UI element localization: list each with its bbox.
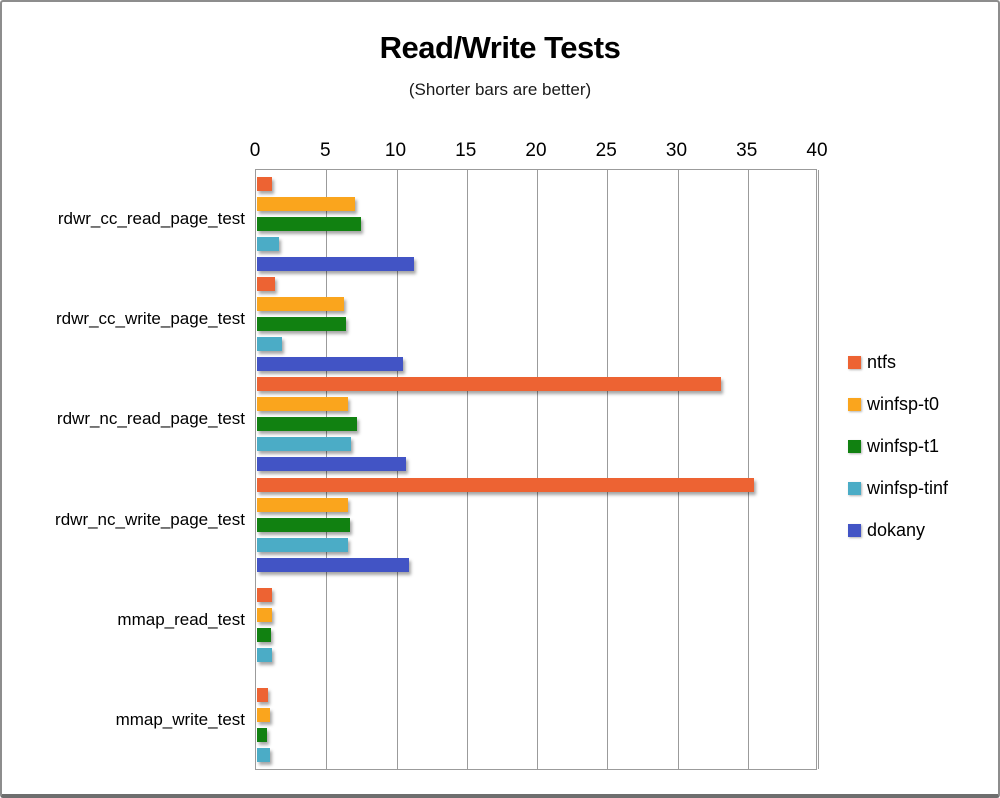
bar-winfsp-t0 — [257, 297, 344, 311]
category-label: rdwr_nc_write_page_test — [55, 509, 245, 529]
gridline — [607, 170, 608, 769]
bar-ntfs — [257, 478, 754, 492]
legend-item-ntfs: ntfs — [848, 341, 948, 383]
bar-winfsp-t1 — [257, 217, 361, 231]
bar-ntfs — [257, 177, 272, 191]
x-tick-label: 25 — [595, 140, 617, 161]
legend-label: ntfs — [867, 351, 897, 372]
gridline — [537, 170, 538, 769]
legend-item-winfsp-tinf: winfsp-tinf — [848, 467, 948, 509]
category-axis-labels: rdwr_cc_read_page_test rdwr_cc_write_page… — [2, 169, 245, 770]
bar-ntfs — [257, 277, 275, 291]
category-label: mmap_read_test — [117, 609, 245, 629]
bar-winfsp-t0 — [257, 498, 348, 512]
bar-winfsp-tinf — [257, 648, 272, 662]
bar-winfsp-t1 — [257, 518, 350, 532]
category-label: rdwr_cc_write_page_test — [56, 309, 245, 329]
x-tick-label: 30 — [665, 140, 688, 161]
legend: ntfs winfsp-t0 winfsp-t1 winfsp-tinf dokany — [848, 341, 948, 551]
bar-winfsp-t1 — [257, 728, 267, 742]
gridline — [818, 170, 819, 769]
bar-winfsp-tinf — [257, 337, 282, 351]
bar-ntfs — [257, 377, 721, 391]
category-label: mmap_write_test — [115, 709, 245, 729]
bar-dokany — [257, 257, 414, 271]
bar-winfsp-t0 — [257, 397, 348, 411]
legend-item-dokany: dokany — [848, 509, 948, 551]
legend-label: winfsp-tinf — [867, 477, 949, 498]
chart-subtitle: (Shorter bars are better) — [408, 80, 592, 99]
x-tick-label: 10 — [384, 140, 407, 161]
x-tick-label: 35 — [736, 140, 758, 161]
bar-winfsp-t0 — [257, 708, 270, 722]
bar-winfsp-t0 — [257, 608, 272, 622]
legend-label: winfsp-t1 — [867, 435, 940, 456]
legend-swatch-icon — [848, 523, 861, 537]
legend-swatch-icon — [848, 355, 861, 369]
bar-winfsp-t1 — [257, 417, 357, 431]
legend-swatch-icon — [848, 439, 861, 453]
bar-ntfs — [257, 688, 268, 702]
gridline — [748, 170, 749, 769]
x-tick-label: 0 — [249, 140, 261, 161]
gridline — [678, 170, 679, 769]
legend-item-winfsp-t0: winfsp-t0 — [848, 383, 948, 425]
bar-winfsp-tinf — [257, 437, 351, 451]
legend-label: winfsp-t0 — [867, 393, 940, 414]
bar-winfsp-tinf — [257, 237, 279, 251]
x-tick-label: 5 — [319, 140, 331, 161]
x-axis-tick-labels: 0 5 10 15 20 25 30 35 40 — [2, 140, 998, 164]
bar-winfsp-t0 — [257, 197, 355, 211]
gridline — [467, 170, 468, 769]
bar-dokany — [257, 558, 409, 572]
plot-area — [255, 169, 819, 770]
x-tick-label: 15 — [455, 140, 477, 161]
legend-item-winfsp-t1: winfsp-t1 — [848, 425, 948, 467]
category-label: rdwr_nc_read_page_test — [56, 409, 245, 429]
category-label: rdwr_cc_read_page_test — [57, 209, 245, 229]
bar-winfsp-t1 — [257, 317, 346, 331]
legend-label: dokany — [867, 519, 926, 540]
bar-winfsp-tinf — [257, 538, 348, 552]
x-tick-label: 40 — [806, 140, 828, 161]
bar-winfsp-t1 — [257, 628, 271, 642]
x-tick-label: 20 — [525, 140, 547, 161]
bar-dokany — [257, 357, 403, 371]
chart-title: Read/Write Tests — [379, 30, 621, 65]
legend-swatch-icon — [848, 397, 861, 411]
bar-winfsp-tinf — [257, 748, 270, 762]
bar-dokany — [257, 457, 406, 471]
bar-ntfs — [257, 588, 272, 602]
legend-swatch-icon — [848, 481, 861, 495]
